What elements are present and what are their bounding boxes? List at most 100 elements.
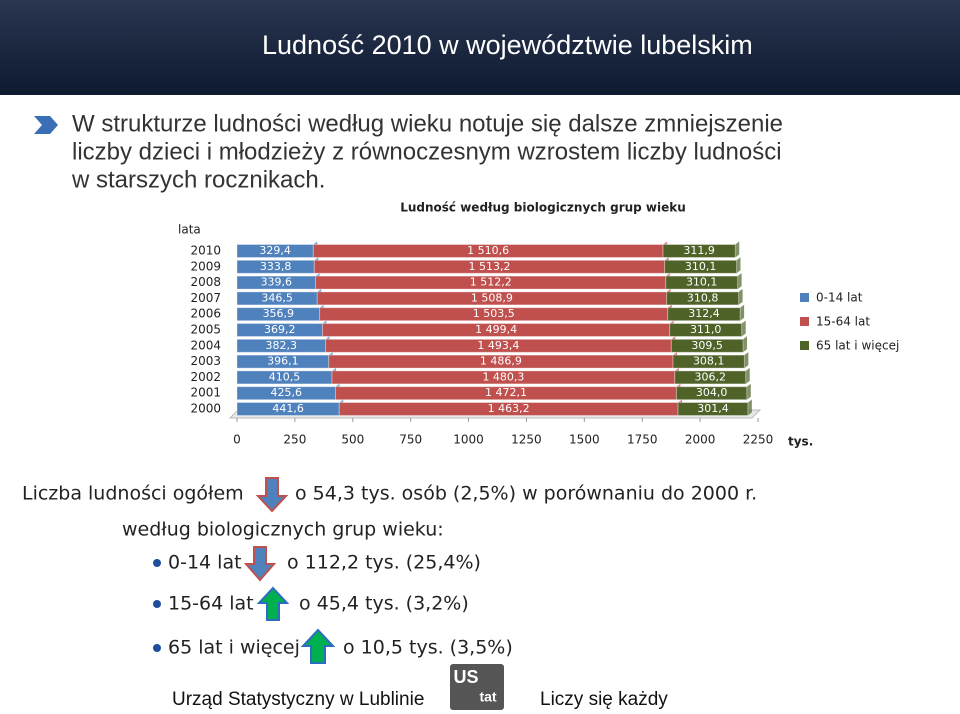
data-label: 1 513,2 bbox=[468, 260, 510, 273]
data-label: 369,2 bbox=[264, 323, 296, 336]
data-label: 310,1 bbox=[685, 260, 717, 273]
x-tick-label: 2250 bbox=[743, 433, 774, 447]
bar bbox=[672, 354, 745, 369]
legend-swatch bbox=[800, 341, 809, 350]
data-label: 1 486,9 bbox=[480, 355, 522, 368]
legend-label: 0-14 lat bbox=[816, 291, 863, 305]
data-label: 396,1 bbox=[267, 355, 299, 368]
arrow-down bbox=[255, 477, 289, 513]
data-label: 310,1 bbox=[686, 276, 718, 289]
x-tick-label: 1500 bbox=[569, 433, 600, 447]
data-label: 1 493,4 bbox=[477, 339, 519, 352]
chart: Ludność według biologicznych grup wieku … bbox=[178, 201, 899, 449]
x-tick-label: 250 bbox=[283, 433, 306, 447]
data-label: 441,6 bbox=[272, 402, 304, 415]
data-label: 310,8 bbox=[687, 291, 719, 304]
logo-text: US bbox=[453, 667, 478, 687]
y-tick-label: 2004 bbox=[190, 338, 221, 352]
x-axis-label: tys. bbox=[788, 435, 813, 449]
y-tick-label: 2010 bbox=[190, 244, 221, 258]
footer-left: Urząd Statystyczny w Lublinie bbox=[172, 689, 424, 710]
data-label: 311,9 bbox=[683, 244, 715, 257]
legend-swatch bbox=[800, 317, 809, 326]
x-tick-label: 1750 bbox=[627, 433, 658, 447]
x-tick-label: 2000 bbox=[685, 433, 716, 447]
bar bbox=[667, 307, 741, 322]
bar-depth bbox=[742, 336, 747, 353]
data-label: 312,4 bbox=[688, 307, 720, 320]
y-tick-label: 2003 bbox=[190, 354, 221, 368]
legend-swatch bbox=[800, 293, 809, 302]
data-label: 1 510,6 bbox=[467, 244, 509, 257]
bar bbox=[670, 338, 744, 353]
y-tick-label: 2002 bbox=[190, 370, 221, 384]
x-tick-label: 750 bbox=[399, 433, 422, 447]
y-tick-label: 2006 bbox=[190, 307, 221, 321]
data-label: 1 463,2 bbox=[488, 402, 530, 415]
y-tick-label: 2007 bbox=[190, 291, 221, 305]
data-label: 1 480,3 bbox=[482, 370, 524, 383]
bar-depth bbox=[735, 241, 740, 258]
data-label: 304,0 bbox=[696, 386, 728, 399]
group-change: o 112,2 tys. (25,4%) bbox=[287, 552, 481, 574]
x-tick-label: 1250 bbox=[511, 433, 542, 447]
bar bbox=[664, 259, 737, 274]
data-label: 308,1 bbox=[693, 355, 725, 368]
legend-label: 15-64 lat bbox=[816, 315, 870, 329]
y-tick-label: 2001 bbox=[190, 386, 221, 400]
intro-line: liczby dzieci i młodzieży z równoczesnym… bbox=[72, 138, 782, 165]
y-tick-label: 2000 bbox=[190, 402, 221, 416]
bar-depth bbox=[746, 383, 751, 400]
x-tick-label: 500 bbox=[341, 433, 364, 447]
group-label: 0-14 lat bbox=[168, 552, 242, 574]
bar-depth bbox=[740, 304, 745, 321]
bar-depth bbox=[736, 257, 741, 274]
y-axis-label: lata bbox=[178, 223, 201, 237]
logo-text: tat bbox=[479, 689, 496, 705]
legend-label: 65 lat i więcej bbox=[816, 339, 899, 353]
bar-depth bbox=[744, 352, 749, 369]
data-label: 333,8 bbox=[260, 260, 292, 273]
x-tick-label: 0 bbox=[233, 433, 241, 447]
group-change: o 45,4 tys. (3,2%) bbox=[299, 593, 469, 615]
bar bbox=[674, 370, 747, 385]
summary-value: o 54,3 tys. osób (2,5%) w porównaniu do … bbox=[295, 483, 757, 505]
bar-depth bbox=[745, 367, 750, 384]
bar-depth bbox=[737, 273, 742, 290]
group-label: 15-64 lat bbox=[168, 593, 254, 615]
x-tick-label: 1000 bbox=[453, 433, 484, 447]
arrow-down bbox=[243, 546, 277, 582]
bar-depth bbox=[741, 320, 746, 337]
data-label: 425,6 bbox=[271, 386, 303, 399]
bullet-arrow bbox=[34, 116, 58, 134]
footer-right: Liczy się każdy bbox=[540, 689, 668, 710]
logo: US tat bbox=[450, 664, 504, 710]
bullet bbox=[153, 644, 161, 652]
title-bar bbox=[0, 0, 960, 95]
bar-depth bbox=[747, 399, 752, 416]
data-label: 311,0 bbox=[690, 323, 722, 336]
intro-line: W strukturze ludności według wieku notuj… bbox=[72, 110, 783, 137]
bar bbox=[236, 323, 323, 337]
summary-label: Liczba ludności ogółem bbox=[22, 483, 244, 505]
intro-line: w starszych rocznikach. bbox=[71, 166, 325, 193]
data-label: 1 503,5 bbox=[473, 307, 515, 320]
data-label: 382,3 bbox=[266, 339, 298, 352]
bullet bbox=[153, 600, 161, 608]
bullet bbox=[153, 559, 161, 567]
data-label: 301,4 bbox=[697, 402, 729, 415]
data-label: 1 499,4 bbox=[475, 323, 517, 336]
bar bbox=[675, 386, 748, 401]
data-label: 329,4 bbox=[259, 244, 291, 257]
arrow-up bbox=[256, 586, 290, 621]
slide-title: Ludność 2010 w województwie lubelskim bbox=[262, 30, 753, 60]
bar bbox=[665, 275, 739, 290]
data-label: 410,5 bbox=[269, 370, 301, 383]
data-label: 339,6 bbox=[261, 276, 293, 289]
y-tick-label: 2005 bbox=[190, 323, 221, 337]
data-label: 356,9 bbox=[263, 307, 295, 320]
y-tick-label: 2008 bbox=[190, 275, 221, 289]
data-label: 306,2 bbox=[695, 370, 727, 383]
bar bbox=[662, 244, 736, 258]
